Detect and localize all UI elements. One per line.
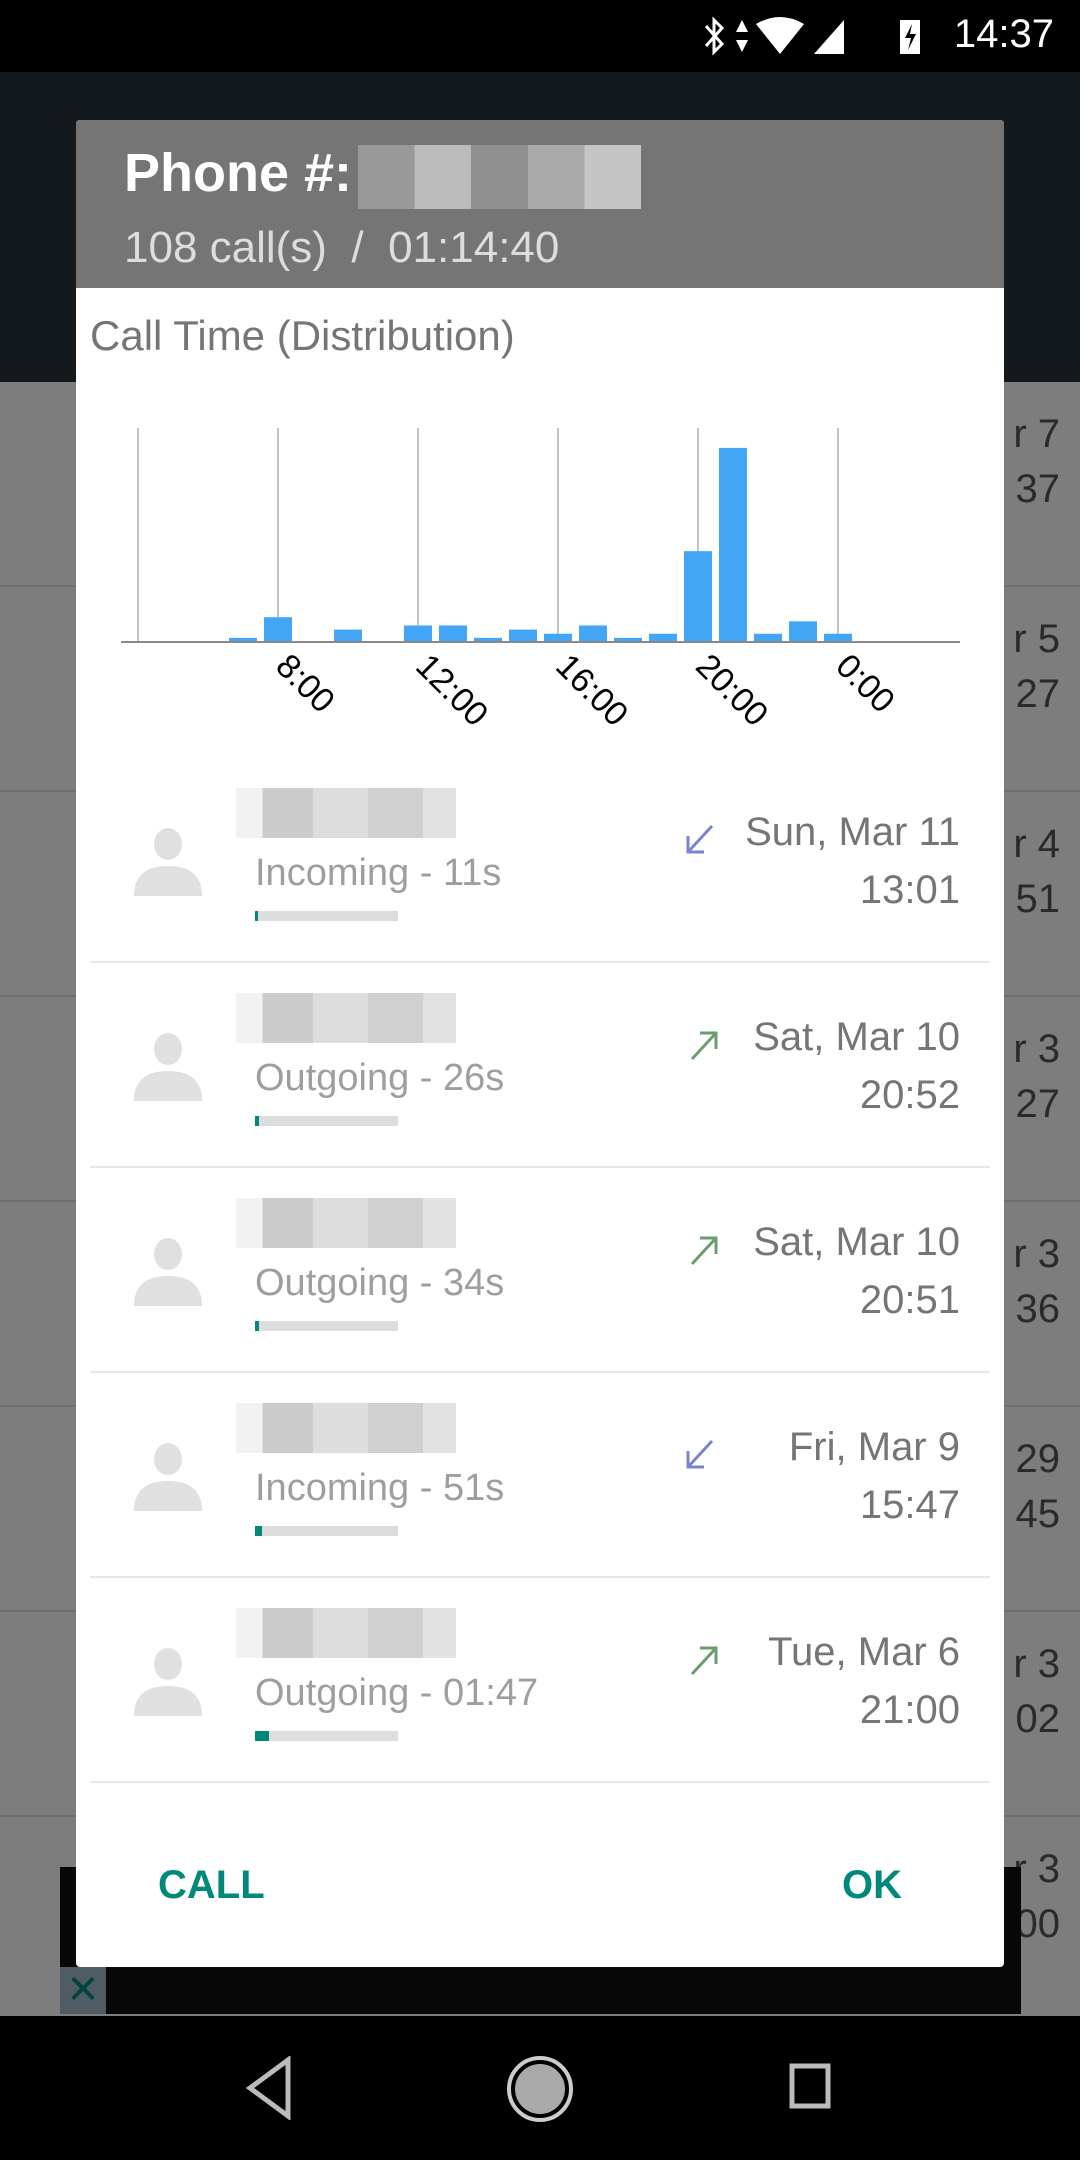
contact-avatar-icon: [134, 1238, 202, 1306]
call-type-duration: Incoming - 51s: [255, 1467, 505, 1509]
call-date: Sat, Mar 10: [753, 1220, 960, 1264]
call-list-item[interactable]: Incoming - 11s Sun, Mar 11 13:01: [90, 758, 990, 963]
data-arrows-icon: [736, 20, 748, 52]
status-bar: 14:37: [0, 0, 1080, 72]
redacted-phone-number: [358, 144, 642, 209]
call-time-chart: 8:00 12:00 16:00 20:00 0:00: [121, 428, 960, 734]
bar-15: [509, 629, 537, 642]
call-history-dialog: Phone #: 108 call(s) / 01:14:40 Call Tim…: [76, 120, 1004, 1967]
call-type-duration: Incoming - 11s: [255, 852, 502, 894]
bar-17: [579, 625, 607, 642]
bar-7: [229, 637, 257, 642]
ok-button[interactable]: OK: [842, 1863, 902, 1907]
bar-23: [789, 621, 817, 642]
call-list-item[interactable]: Outgoing - 26s Sat, Mar 10 20:52: [90, 963, 990, 1168]
call-date: Tue, Mar 6: [768, 1630, 960, 1674]
redacted-contact-name: [236, 1198, 456, 1248]
call-time: 15:47: [859, 1483, 960, 1527]
status-icons: [704, 16, 920, 56]
tick-label: 12:00: [408, 647, 495, 734]
bar-22: [754, 633, 782, 642]
tick-label: 0:00: [828, 647, 902, 721]
call-list-item[interactable]: Outgoing - 34s Sat, Mar 10 20:51: [90, 1168, 990, 1373]
duration-bar: [255, 911, 398, 921]
redacted-contact-name: [236, 1608, 456, 1658]
call-list-item[interactable]: Outgoing - 01:47 Tue, Mar 6 21:00: [90, 1578, 990, 1783]
call-list-item[interactable]: Incoming - 51s Fri, Mar 9 15:47: [90, 1373, 990, 1578]
redacted-contact-name: [236, 1403, 456, 1453]
outgoing-call-icon: [690, 1031, 718, 1061]
outgoing-call-icon: [690, 1236, 718, 1266]
tick-label: 20:00: [688, 647, 775, 734]
contact-avatar-icon: [134, 1443, 202, 1511]
bar-8: [264, 617, 292, 642]
bar-13: [439, 625, 467, 642]
contact-avatar-icon: [134, 828, 202, 896]
call-date: Sun, Mar 11: [745, 810, 960, 854]
redacted-contact-name: [236, 993, 456, 1043]
bar-19: [649, 633, 677, 642]
dialog-header: Phone #: 108 call(s) / 01:14:40: [76, 120, 1004, 288]
battery-charging-icon: [900, 20, 920, 54]
duration-bar: [255, 1321, 398, 1331]
duration-bar: [255, 1731, 398, 1741]
call-time: 21:00: [859, 1688, 960, 1732]
duration-bar: [255, 1526, 398, 1536]
bar-12: [404, 625, 432, 642]
bar-21: [719, 447, 747, 642]
navigation-bar: [0, 2016, 1080, 2160]
call-time: 20:52: [859, 1073, 960, 1117]
incoming-call-icon: [686, 824, 714, 854]
call-time: 13:01: [859, 868, 960, 912]
call-time: 20:51: [859, 1278, 960, 1322]
call-date: Sat, Mar 10: [753, 1015, 960, 1059]
back-icon[interactable]: [240, 2056, 300, 2120]
call-type-duration: Outgoing - 34s: [255, 1262, 505, 1304]
call-type-duration: Outgoing - 26s: [255, 1057, 505, 1099]
bar-20: [684, 551, 712, 642]
redacted-contact-name: [236, 788, 456, 838]
contact-avatar-icon: [134, 1033, 202, 1101]
incoming-call-icon: [686, 1439, 714, 1469]
bar-10: [334, 629, 362, 642]
duration-bar: [255, 1116, 398, 1126]
bar-0: [824, 633, 852, 642]
dialog-subtitle: 108 call(s) / 01:14:40: [124, 223, 560, 272]
tick-label: 16:00: [548, 647, 635, 734]
outgoing-call-icon: [690, 1646, 718, 1676]
bar-16: [544, 633, 572, 642]
signal-icon: [814, 20, 844, 54]
contact-avatar-icon: [134, 1648, 202, 1716]
bar-18: [614, 637, 642, 642]
call-date: Fri, Mar 9: [788, 1425, 960, 1469]
tick-label: 8:00: [268, 647, 342, 721]
bluetooth-icon: [704, 16, 725, 56]
clock: 14:37: [953, 12, 1054, 56]
bar-14: [474, 637, 502, 642]
call-button[interactable]: CALL: [158, 1863, 265, 1907]
recents-icon[interactable]: [788, 2062, 832, 2112]
home-icon[interactable]: [505, 2054, 575, 2124]
call-type-duration: Outgoing - 01:47: [255, 1672, 539, 1714]
chart-title: Call Time (Distribution): [90, 312, 515, 359]
dialog-title: Phone #:: [124, 143, 353, 203]
wifi-icon: [756, 17, 804, 54]
